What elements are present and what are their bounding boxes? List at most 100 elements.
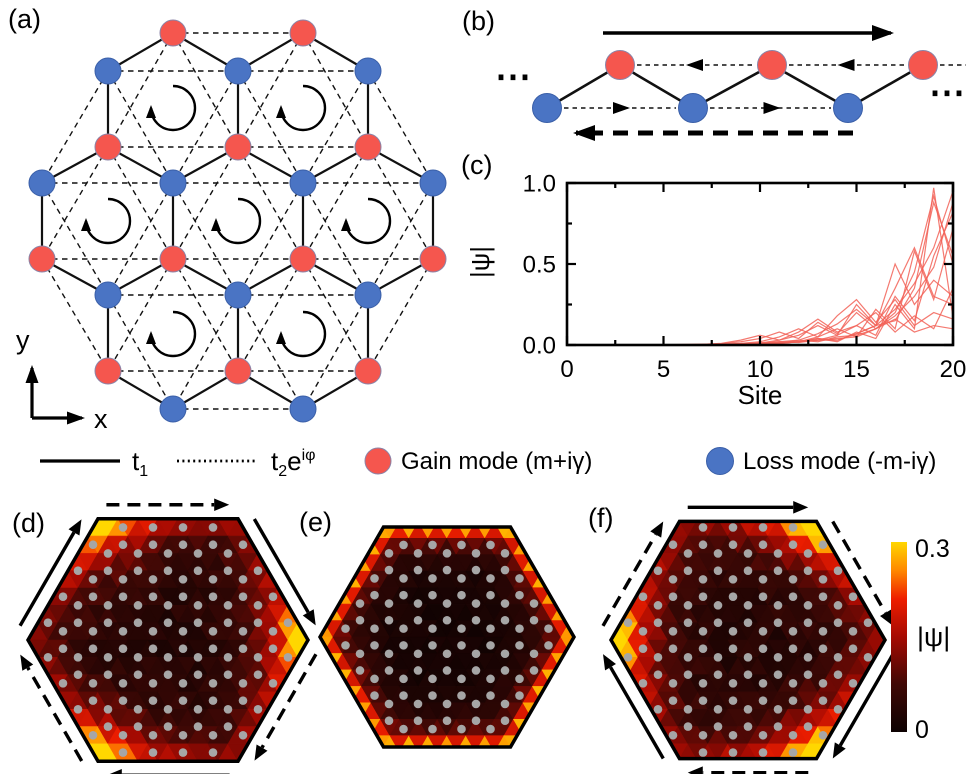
lattice-site-dot	[88, 679, 98, 688]
lattice-site-dot	[471, 666, 481, 675]
lattice-site-dot	[208, 592, 218, 601]
lattice-site-dot	[818, 575, 828, 584]
gain-mode-marker	[364, 447, 392, 475]
lattice-site-dot	[103, 601, 113, 610]
lattice-site-dot	[457, 691, 466, 700]
lattice-site-dot	[803, 618, 813, 627]
heat-cell	[476, 752, 495, 768]
lattice-site-dot	[223, 601, 233, 610]
lattice-site-dot	[803, 704, 813, 714]
lattice-site-dot	[238, 696, 248, 705]
gain-site	[224, 357, 252, 385]
edge-arrow-dashed	[26, 666, 84, 762]
lattice-site-dot	[118, 748, 128, 757]
edge-arrow-solid	[252, 518, 310, 614]
loss-site	[224, 57, 252, 85]
lattice-site-dot	[486, 590, 495, 600]
lattice-site-dot	[178, 730, 188, 740]
loss-site	[532, 93, 562, 123]
lattice-site-dot	[163, 601, 173, 610]
lattice-site-dot	[148, 523, 158, 532]
lattice-site-dot	[178, 679, 188, 688]
xy-axes-widget	[25, 365, 85, 425]
heat-cell	[287, 674, 308, 693]
lattice-site-dot	[758, 575, 768, 584]
lattice-site-dot	[103, 704, 113, 714]
plot-x-axis-title: Site	[738, 380, 783, 410]
lattice-site-dot	[58, 644, 68, 653]
t2-bond	[172, 32, 239, 148]
colorbar-gradient	[891, 542, 907, 732]
lattice-site-dot	[148, 679, 158, 688]
lattice-site-dot	[653, 653, 663, 662]
lattice-site-dot	[486, 674, 495, 684]
lattice-site-dot	[223, 549, 233, 558]
t2-bond	[107, 146, 174, 260]
lattice-site-dot	[355, 615, 365, 625]
lattice-site-dot	[223, 704, 233, 714]
lattice-site-dot	[193, 566, 203, 576]
lattice-site-dot	[713, 704, 723, 714]
lattice-site-dot	[653, 618, 663, 627]
lattice-site-dot	[653, 704, 663, 714]
lattice-site-dot	[442, 699, 452, 709]
lattice-site-dot	[163, 549, 173, 558]
lattice-site-dot	[728, 696, 738, 705]
lattice-site-dot	[788, 748, 798, 757]
t2-label: t2eiφ	[271, 446, 316, 480]
flux-arrow	[81, 197, 132, 245]
colorbar: 0.3 0 |ψ|	[891, 535, 950, 744]
lattice-site-dot	[758, 523, 768, 532]
lattice-site-dot	[178, 540, 188, 550]
lattice-site-dot	[803, 549, 813, 558]
lattice-site-dot	[833, 566, 843, 576]
panel-label-a: (a)	[8, 4, 41, 34]
lattice-site-dot	[399, 624, 408, 633]
lattice-site-dot	[515, 691, 524, 700]
lattice-site-dot	[58, 592, 68, 601]
chain-bonds	[546, 63, 924, 110]
heat-cell	[207, 760, 229, 762]
lattice-site-dot	[88, 540, 98, 550]
lattice-site-dot	[698, 730, 708, 740]
edge-arrow-dashed	[260, 653, 318, 749]
lattice-site-dot	[118, 523, 128, 532]
lattice-site-dot	[238, 730, 248, 740]
plot-frame	[565, 181, 955, 347]
lattice-site-dot	[773, 653, 783, 662]
gain-site	[159, 19, 187, 47]
lattice-site-dot	[773, 618, 783, 627]
x-tick-label: 0	[560, 356, 573, 383]
lattice-site-dot	[773, 549, 783, 558]
lattice-site-dot	[428, 724, 437, 734]
lattice-site-dot	[486, 724, 495, 734]
x-tick-label: 10	[747, 356, 774, 383]
lattice-site-dot	[253, 601, 263, 610]
lattice-site-dot	[848, 679, 858, 688]
lattice-site-dot	[758, 644, 768, 653]
mode-profile-line	[586, 190, 954, 346]
lattice-site-dot	[341, 641, 350, 650]
lattice-site-dot	[773, 601, 783, 610]
lattice-site-dot	[486, 691, 495, 700]
lattice-site-dot	[118, 627, 128, 636]
edge-arrow-dashed	[831, 520, 887, 614]
heat-cell	[419, 752, 438, 768]
lattice-site-dot	[73, 618, 83, 627]
lattice-site-dot	[341, 624, 350, 633]
lattice-site-dot	[178, 748, 188, 757]
lattice-site-dot	[442, 716, 452, 726]
lattice-site-dot	[500, 615, 510, 625]
lattice-site-dot	[163, 704, 173, 714]
edge-arrowhead	[687, 766, 703, 774]
lattice-site-dot	[773, 566, 783, 576]
gain-site	[289, 245, 317, 273]
lattice-site-dot	[500, 599, 510, 608]
lattice-site-dot	[178, 627, 188, 636]
lattice-site-dot	[683, 670, 693, 679]
lattice-site-dot	[638, 679, 648, 688]
lattice-site-dot	[283, 618, 293, 627]
lattice-site-dot	[743, 618, 753, 627]
lattice-site-dot	[698, 644, 708, 653]
